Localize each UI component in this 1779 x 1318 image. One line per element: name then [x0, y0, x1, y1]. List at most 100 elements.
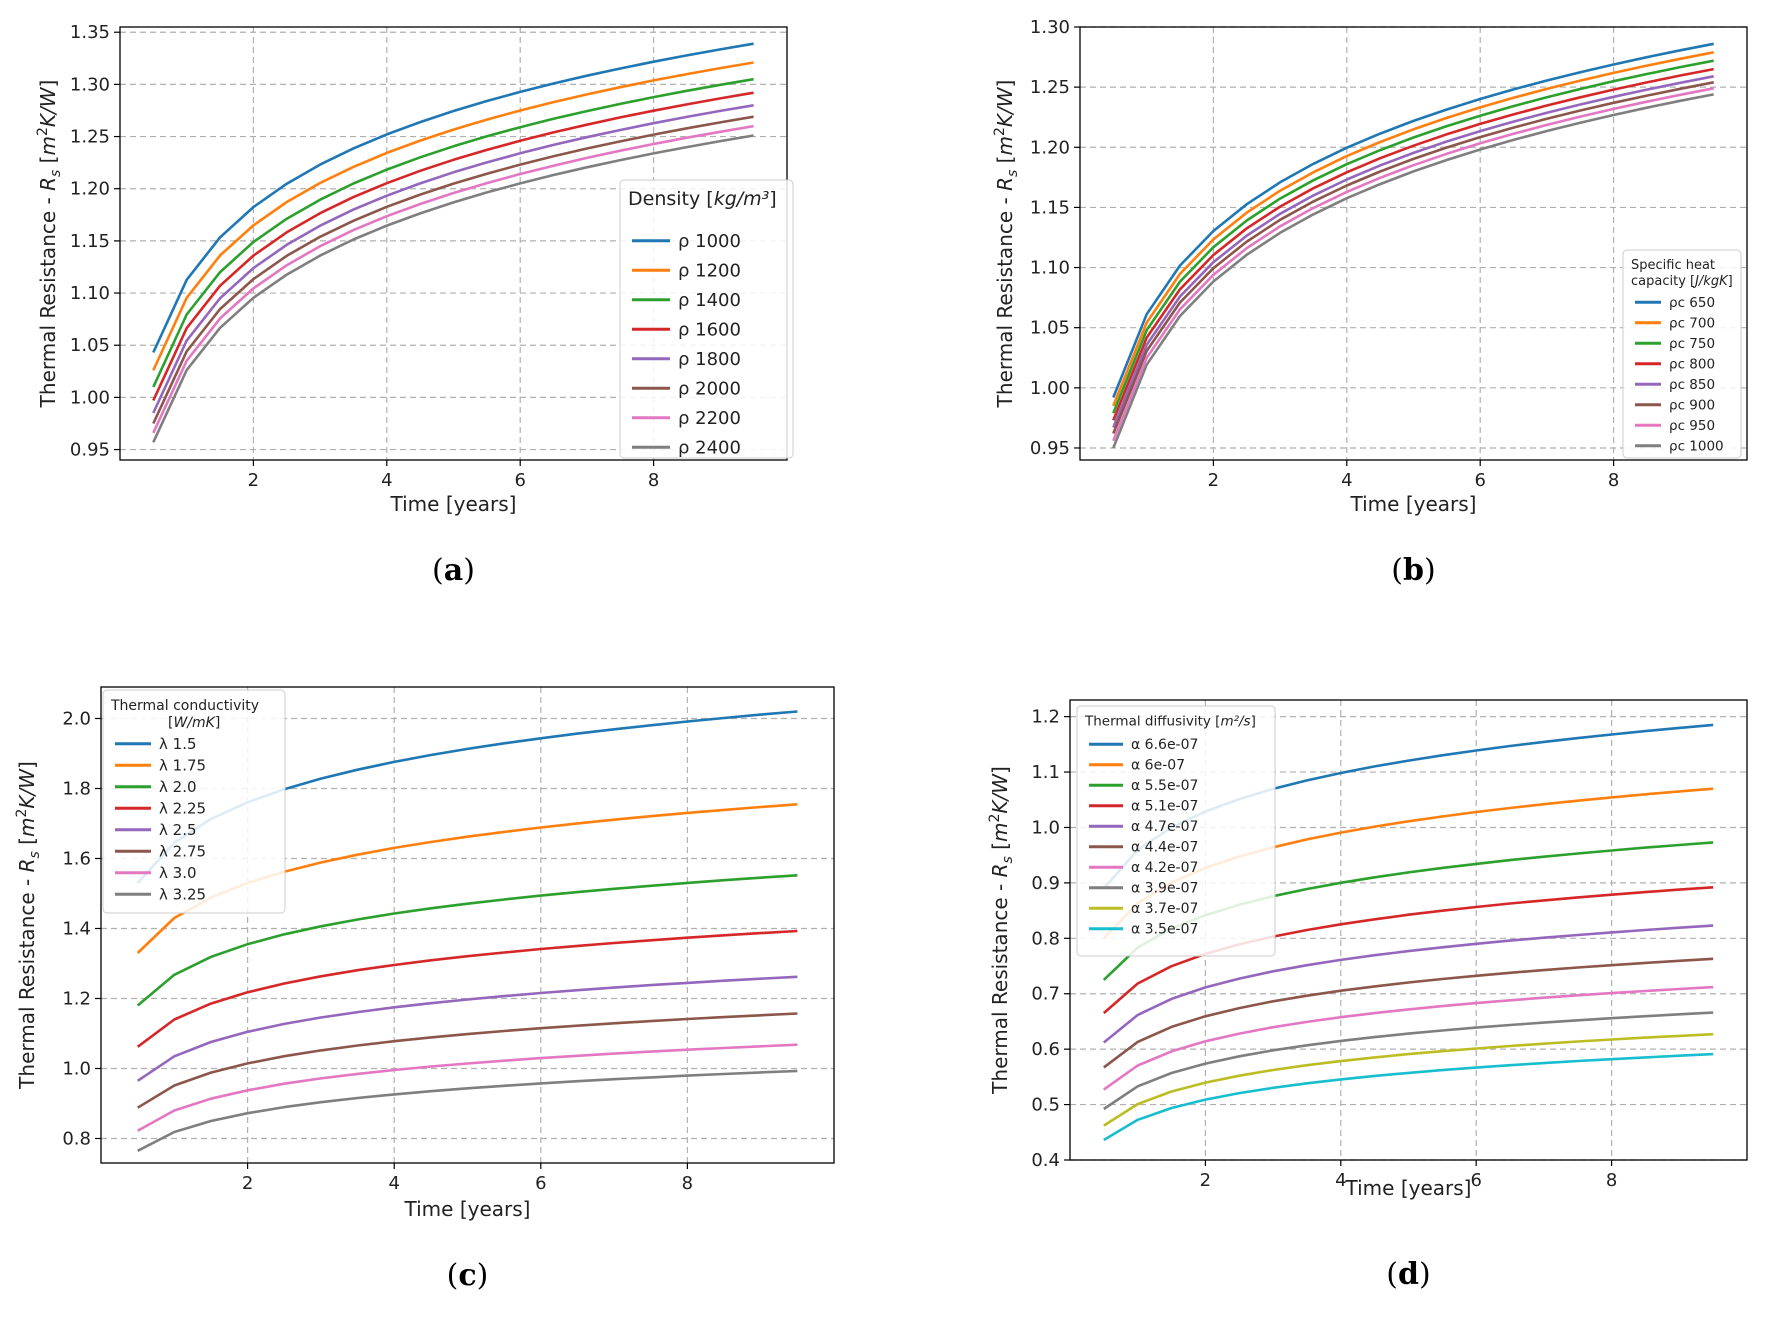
- x-tick-label: 6: [514, 470, 525, 491]
- y-tick-label: 1.0: [62, 1059, 91, 1080]
- x-tick-label: 8: [648, 470, 659, 491]
- y-tick-label: 1.0: [1031, 817, 1060, 838]
- legend-label: ρc 650: [1669, 295, 1715, 311]
- legend-box: [1076, 705, 1276, 957]
- legend-label: ρ 1600: [678, 320, 741, 341]
- legend-label: α 4.2e-07: [1131, 860, 1198, 876]
- legend-label: ρc 900: [1669, 397, 1715, 413]
- x-tick-label: 4: [1335, 1170, 1346, 1191]
- y-tick-label: 1.4: [62, 919, 91, 940]
- panel-caption: (c): [447, 1258, 489, 1293]
- legend-label: λ 1.5: [159, 735, 197, 753]
- y-tick-label: 1.10: [70, 283, 110, 304]
- series-line-α 3.9e-07: [1103, 1011, 1714, 1111]
- legend-label: α 5.5e-07: [1131, 778, 1198, 794]
- y-tick-label: 1.00: [70, 387, 110, 408]
- plot-frame: [1079, 26, 1748, 461]
- y-tick-label: 0.8: [1031, 928, 1060, 949]
- x-tick-label: 4: [388, 1173, 399, 1194]
- legend: Thermal diffusivity [m²/s] α 6.6e-07 α 6e-…: [1076, 705, 1276, 957]
- x-tick-label: 8: [682, 1173, 693, 1194]
- legend-label: ρc 800: [1669, 356, 1715, 372]
- y-axis-title: Thermal Resistance - Rs [m2K/W]: [35, 80, 64, 409]
- x-axis-title: Time [years]: [390, 492, 517, 516]
- y-tick-label: 1.00: [1030, 378, 1070, 399]
- legend-title: Density [kg/m³]: [628, 188, 777, 210]
- x-tick-label: 2: [248, 470, 259, 491]
- y-axis-title: Thermal Resistance - Rs [m2K/W]: [14, 761, 43, 1090]
- legend-label: λ 2.25: [159, 800, 206, 818]
- legend-label: λ 2.75: [159, 843, 206, 861]
- y-tick-label: 0.6: [1031, 1039, 1060, 1060]
- y-axis-title: Thermal Resistance - Rs [m2K/W]: [987, 766, 1016, 1095]
- y-axis-title: Thermal Resistance - Rs [m2K/W]: [992, 80, 1021, 409]
- legend-label: ρ 2400: [678, 438, 741, 459]
- x-tick-label: 6: [1470, 1170, 1481, 1191]
- panel-caption: (d): [1386, 1257, 1430, 1292]
- legend-label: ρ 2200: [678, 408, 741, 429]
- legend-label: α 5.1e-07: [1131, 799, 1198, 815]
- series-line-ρ 1800: [152, 104, 754, 414]
- y-tick-label: 1.1: [1031, 762, 1060, 783]
- legend-label: α 4.7e-07: [1131, 819, 1198, 835]
- y-tick-label: 1.15: [1030, 197, 1070, 218]
- y-tick-label: 1.6: [62, 849, 91, 870]
- series-line-ρ 1200: [152, 61, 754, 371]
- panel-caption: (b): [1391, 553, 1435, 588]
- series-line-ρc 1000: [1112, 93, 1714, 449]
- legend-title: Specific heat capacity [J/kgK]: [1631, 258, 1733, 289]
- series-line-ρc 750: [1112, 59, 1714, 414]
- y-tick-label: 1.05: [70, 335, 110, 356]
- chart-panel-c: 2 4 6 8 0.8 1.0 1.2 1.4 1.6 1.8 2.0 Time [years] The…: [14, 686, 835, 1293]
- series-line-ρ 2200: [152, 124, 754, 434]
- series-line-ρc 850: [1112, 75, 1714, 428]
- series-line-ρc 950: [1112, 87, 1714, 442]
- x-tick-label: 2: [1200, 1170, 1211, 1191]
- y-tick-label: 0.95: [70, 440, 110, 461]
- y-tick-label: 0.4: [1031, 1150, 1060, 1171]
- y-tick-label: 1.15: [70, 231, 110, 252]
- y-tick-label: 1.20: [1030, 137, 1070, 158]
- series-line-α 3.7e-07: [1103, 1032, 1714, 1127]
- y-tick-label: 0.95: [1030, 438, 1070, 459]
- legend-label: α 4.4e-07: [1131, 840, 1198, 856]
- y-tick-label: 1.10: [1030, 258, 1070, 279]
- legend-label: ρc 850: [1669, 377, 1715, 393]
- legend-label: λ 2.5: [159, 821, 197, 839]
- y-tick-label: 2.0: [62, 709, 91, 730]
- series-line-ρc 700: [1112, 51, 1714, 407]
- series-line-λ 2.5: [136, 975, 798, 1082]
- legend-label: ρc 750: [1669, 336, 1715, 352]
- series-line-α 4.7e-07: [1102, 924, 1714, 1044]
- series-line-λ 2.75: [137, 1012, 798, 1109]
- series-line-λ 3.0: [137, 1043, 798, 1132]
- x-axis-title: Time [years]: [1350, 492, 1477, 516]
- y-tick-label: 1.05: [1030, 318, 1070, 339]
- series-line-λ 2.25: [136, 929, 798, 1048]
- y-tick-label: 0.9: [1031, 873, 1060, 894]
- y-tick-label: 0.7: [1031, 984, 1060, 1005]
- legend-title: Thermal conductivity [W/mK]: [110, 698, 259, 731]
- x-tick-label: 6: [535, 1173, 546, 1194]
- chart-panel-a: 2 4 6 8 0.95 1.00 1.05 1.10 1.15 1.20 1.25 1.30 1.35…: [35, 22, 794, 588]
- x-tick-label: 8: [1608, 470, 1619, 491]
- series-line-ρ 2400: [152, 134, 754, 443]
- legend-label: α 3.5e-07: [1131, 922, 1198, 938]
- plot-frame: [1069, 699, 1748, 1161]
- legend-label: λ 3.25: [159, 886, 206, 904]
- legend-label: α 6e-07: [1131, 758, 1185, 774]
- x-tick-label: 2: [242, 1173, 253, 1194]
- series-line-λ 2.0: [136, 874, 798, 1007]
- y-tick-label: 1.35: [70, 22, 110, 43]
- x-tick-label: 6: [1474, 470, 1485, 491]
- legend-label: ρc 1000: [1669, 438, 1724, 454]
- y-tick-label: 1.25: [70, 127, 110, 148]
- x-axis-title: Time [years]: [1345, 1176, 1472, 1200]
- legend: Thermal conductivity [W/mK] λ 1.5 λ 1.75 λ 2…: [102, 689, 286, 914]
- legend-label: α 6.6e-07: [1131, 737, 1198, 753]
- x-axis-title: Time [years]: [404, 1197, 531, 1221]
- legend-label: ρc 700: [1669, 315, 1715, 331]
- y-tick-label: 1.20: [70, 179, 110, 200]
- plot-frame: [100, 686, 835, 1164]
